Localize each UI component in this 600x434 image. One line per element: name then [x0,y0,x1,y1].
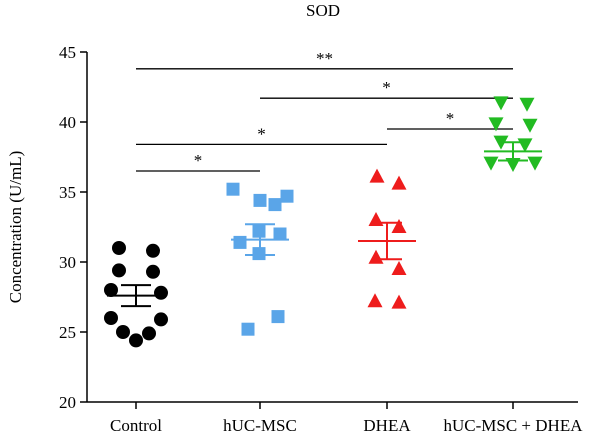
data-point [391,219,407,233]
data-point [488,117,504,132]
data-point [142,326,156,341]
significance-label: ** [316,49,333,68]
y-tick-label: 45 [59,43,76,62]
data-point [104,311,118,325]
mean-sem-bars [107,141,542,308]
chart-title: SOD [306,1,340,20]
y-tick-label: 30 [59,253,76,272]
data-point [146,243,160,258]
data-point [519,97,535,112]
data-point [273,227,287,241]
data-point [233,235,247,249]
significance-label: * [194,151,203,170]
data-point [517,138,533,153]
significance-label: * [446,109,455,128]
y-tick-label: 40 [59,113,76,132]
x-tick-label: hUC-MSC [223,416,297,434]
data-point [268,198,282,212]
data-point [527,156,543,171]
y-tick-label: 35 [59,183,76,202]
data-point [129,333,143,348]
x-tick-label: DHEA [363,416,411,434]
data-point [369,168,385,183]
data-point [493,96,509,111]
data-point [280,189,294,203]
data-point [146,264,160,279]
data-point [154,285,168,300]
data-point [271,310,285,324]
data-point [391,175,407,190]
significance-label: * [382,78,391,97]
data-point [391,261,407,275]
data-point [368,249,384,264]
significance-brackets: ****** [136,49,513,172]
data-point [483,156,499,171]
data-point [226,182,240,196]
data-point [241,322,255,336]
data-point [253,193,267,207]
data-point [104,283,118,297]
y-tick-label: 20 [59,393,76,412]
data-point [112,241,126,255]
x-tick-label: hUC-MSC + DHEA [444,416,584,434]
data-point [522,118,538,133]
data-points [104,96,543,348]
y-axis-label: Concentration (U/mL) [6,151,25,304]
data-point [391,294,407,309]
data-point [367,293,383,308]
data-point [112,263,126,278]
y-tick-label: 25 [59,323,76,342]
axes: 20 25 30 35 40 45 Control hUC-MSC DHEA hUC-MSC + … [59,43,583,434]
x-tick-label: Control [110,416,162,434]
data-point [154,312,168,327]
significance-label: * [257,124,266,143]
data-point [368,212,384,226]
data-point [116,325,130,339]
